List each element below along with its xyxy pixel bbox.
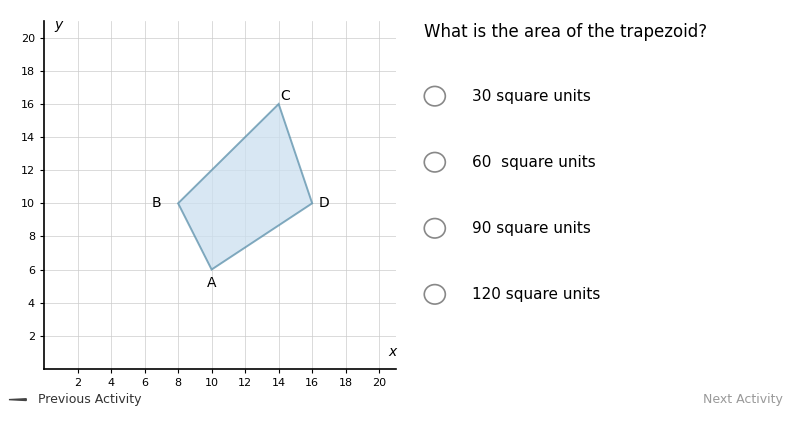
- Text: C: C: [281, 89, 290, 103]
- Text: 60  square units: 60 square units: [472, 155, 596, 170]
- Text: 30 square units: 30 square units: [472, 89, 591, 103]
- Polygon shape: [178, 104, 312, 270]
- Text: B: B: [151, 196, 161, 210]
- Text: Next Activity: Next Activity: [702, 393, 782, 406]
- Text: 90 square units: 90 square units: [472, 221, 591, 236]
- Text: x: x: [389, 345, 397, 359]
- Polygon shape: [9, 399, 26, 401]
- Text: A: A: [207, 276, 216, 290]
- Text: What is the area of the trapezoid?: What is the area of the trapezoid?: [423, 23, 706, 41]
- Text: 120 square units: 120 square units: [472, 287, 601, 302]
- Text: Previous Activity: Previous Activity: [38, 393, 142, 406]
- Text: y: y: [54, 17, 62, 31]
- Text: D: D: [318, 196, 330, 210]
